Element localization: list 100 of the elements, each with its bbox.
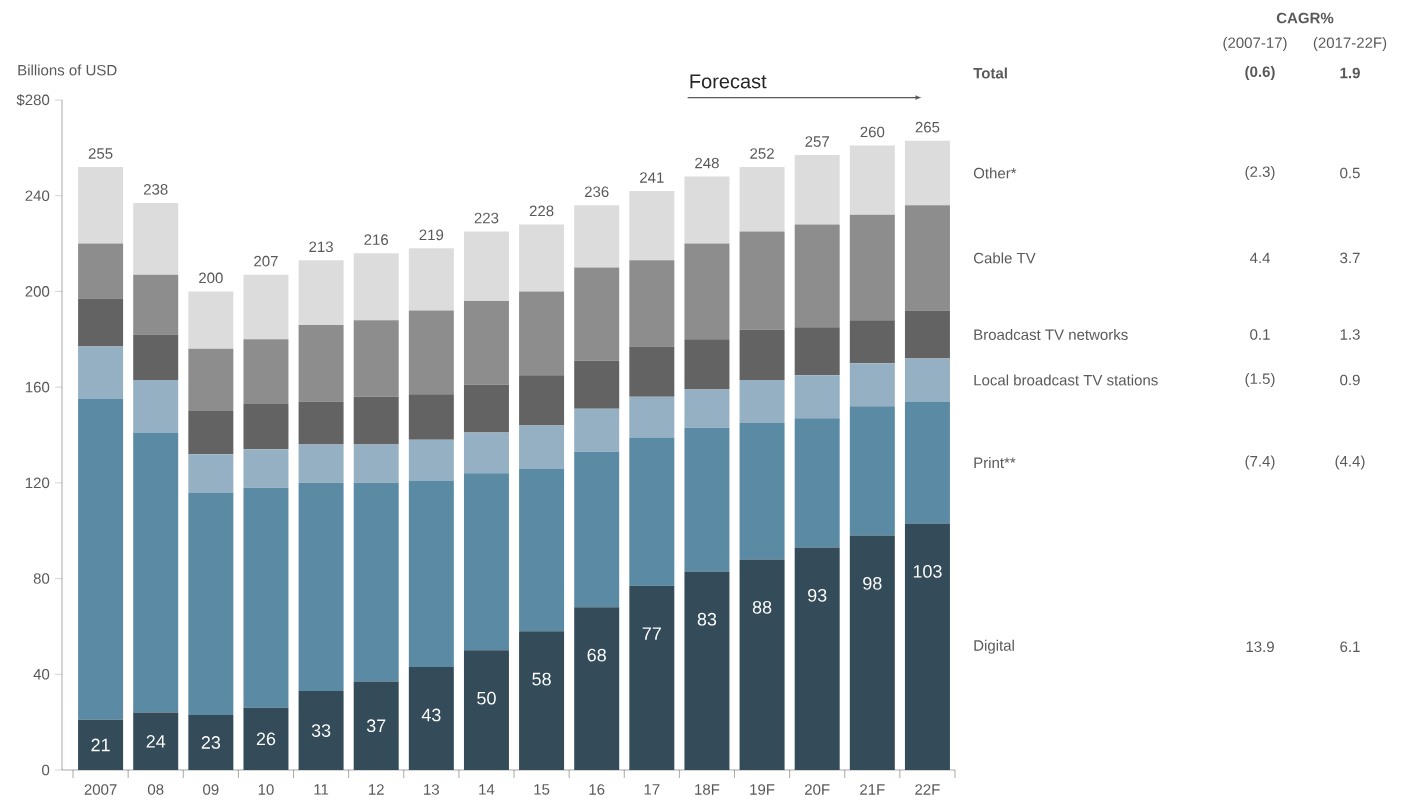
- text: 1.9: [1340, 67, 1360, 79]
- total-label: 255: [88, 148, 113, 159]
- bar: [574, 607, 620, 771]
- bar: [849, 214, 895, 321]
- bar: [243, 339, 289, 404]
- bar: [78, 719, 124, 771]
- bar: [574, 451, 620, 608]
- x-tick-label: 18F: [695, 784, 720, 795]
- x-tick-label: 16: [589, 784, 605, 795]
- bar: [684, 427, 730, 572]
- data-label: 37: [366, 719, 386, 733]
- bar: [298, 444, 344, 483]
- bar: [243, 707, 289, 771]
- x-tick-label: 21F: [860, 784, 885, 795]
- bar: [78, 298, 124, 347]
- total-label: 257: [805, 136, 829, 147]
- bar: [794, 418, 840, 548]
- text: CAGR%: [1276, 12, 1334, 24]
- total-label: 219: [419, 229, 444, 241]
- bar: [794, 547, 840, 771]
- y-axis-title: Billions of USD: [18, 64, 117, 76]
- total-label: 238: [143, 184, 168, 195]
- y-tick-label: 120: [25, 477, 50, 489]
- x-tick-label: 11: [314, 784, 329, 795]
- text: 0.5: [1340, 167, 1360, 179]
- bar: [463, 301, 509, 385]
- data-label: 24: [146, 735, 166, 748]
- bar: [78, 167, 124, 244]
- bar: [629, 346, 675, 397]
- bar: [298, 325, 344, 402]
- text: 0.9: [1340, 374, 1360, 386]
- data-label: 68: [587, 648, 606, 662]
- bar: [188, 291, 234, 349]
- total-label: 265: [915, 121, 940, 133]
- text: (1.5): [1245, 373, 1275, 388]
- total-label: 223: [474, 212, 499, 224]
- text: (2017-22F): [1313, 37, 1387, 52]
- bar: [463, 432, 509, 474]
- bar: [519, 224, 565, 292]
- y-tick-label: 40: [33, 669, 50, 680]
- total-label: 213: [309, 241, 333, 253]
- text: 3.7: [1340, 252, 1360, 264]
- bar: [849, 406, 895, 536]
- text: Forecast: [690, 74, 767, 89]
- total-label: 207: [254, 255, 278, 267]
- data-label: 93: [808, 589, 827, 602]
- bar: [629, 260, 675, 347]
- bar: [574, 360, 620, 409]
- total-label: 260: [860, 126, 885, 138]
- bar: [78, 243, 124, 299]
- bar: [519, 631, 565, 771]
- bar: [133, 274, 179, 335]
- bar: [519, 375, 565, 426]
- data-label: 43: [421, 708, 441, 722]
- bar: [739, 559, 785, 771]
- x-tick-label: 19F: [750, 784, 775, 795]
- total-label: 252: [750, 148, 774, 159]
- bar: [739, 423, 785, 560]
- text: 6.1: [1340, 641, 1360, 653]
- bar: [904, 401, 950, 524]
- bar: [353, 681, 399, 771]
- bar: [574, 408, 620, 452]
- bar: [629, 396, 675, 438]
- x-tick-label: 08: [147, 784, 164, 795]
- bar: [133, 202, 179, 275]
- series-label: Broadcast TV networks: [974, 329, 1128, 341]
- bar: [629, 191, 675, 261]
- x-tick-label: 13: [424, 784, 440, 795]
- bar: [519, 468, 565, 632]
- bar: [519, 291, 565, 376]
- bar: [353, 482, 399, 682]
- bar: [133, 712, 179, 771]
- bar: [794, 224, 840, 328]
- bar: [243, 487, 289, 708]
- bar: [353, 444, 399, 483]
- bar: [574, 267, 620, 361]
- series-label: Digital: [974, 639, 1014, 654]
- total-label: 236: [584, 186, 609, 198]
- bar: [904, 358, 950, 402]
- x-tick-label: 20F: [805, 784, 830, 795]
- y-tick-label: 0: [42, 764, 50, 776]
- bar: [574, 205, 620, 268]
- x-tick-label: 22F: [915, 784, 940, 795]
- text: (7.4): [1245, 455, 1275, 470]
- bar: [408, 248, 454, 311]
- series-label: Local broadcast TV stations: [974, 374, 1158, 386]
- x-tick-label: 2007: [84, 784, 117, 795]
- bar: [849, 320, 895, 364]
- bar: [904, 140, 950, 206]
- text: (0.6): [1245, 66, 1275, 81]
- data-label: 23: [201, 736, 221, 749]
- y-tick-label: $280: [16, 94, 50, 107]
- bar: [904, 205, 950, 311]
- bar: [188, 348, 234, 412]
- bar: [739, 329, 785, 381]
- bar: [629, 585, 675, 771]
- bar: [739, 167, 785, 232]
- bar: [78, 399, 124, 720]
- bar: [408, 310, 454, 395]
- data-label: 103: [913, 565, 942, 578]
